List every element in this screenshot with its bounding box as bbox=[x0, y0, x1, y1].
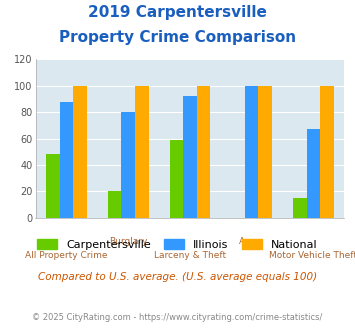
Bar bbox=[320, 86, 334, 218]
Bar bbox=[108, 191, 121, 218]
Bar bbox=[46, 154, 60, 218]
Bar bbox=[121, 112, 135, 218]
Bar bbox=[60, 102, 73, 218]
Text: © 2025 CityRating.com - https://www.cityrating.com/crime-statistics/: © 2025 CityRating.com - https://www.city… bbox=[32, 314, 323, 322]
Text: Arson: Arson bbox=[239, 237, 264, 246]
Text: Larceny & Theft: Larceny & Theft bbox=[154, 251, 226, 260]
Bar bbox=[170, 140, 183, 218]
Bar bbox=[197, 86, 210, 218]
Bar bbox=[258, 86, 272, 218]
Text: Motor Vehicle Theft: Motor Vehicle Theft bbox=[269, 251, 355, 260]
Bar bbox=[245, 86, 258, 218]
Text: 2019 Carpentersville: 2019 Carpentersville bbox=[88, 5, 267, 20]
Bar bbox=[307, 129, 320, 218]
Text: Compared to U.S. average. (U.S. average equals 100): Compared to U.S. average. (U.S. average … bbox=[38, 272, 317, 282]
Bar bbox=[183, 96, 197, 218]
Text: Property Crime Comparison: Property Crime Comparison bbox=[59, 30, 296, 45]
Bar bbox=[293, 198, 307, 218]
Text: All Property Crime: All Property Crime bbox=[25, 251, 108, 260]
Bar bbox=[135, 86, 148, 218]
Text: Burglary: Burglary bbox=[109, 237, 147, 246]
Bar bbox=[73, 86, 87, 218]
Legend: Carpentersville, Illinois, National: Carpentersville, Illinois, National bbox=[33, 235, 322, 254]
